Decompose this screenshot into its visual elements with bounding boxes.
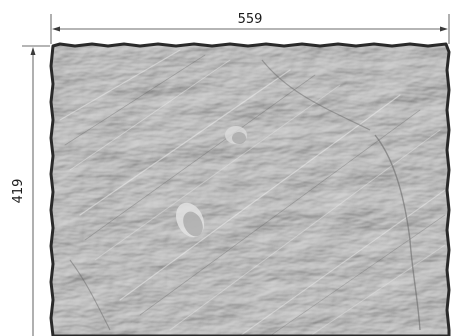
width-label: 559: [238, 12, 263, 27]
slate-features: [69, 59, 421, 331]
height-dimension: 419: [11, 45, 50, 336]
slate-grain-lines: [59, 49, 446, 336]
height-label: 419: [11, 179, 26, 204]
slate-tile: [51, 44, 449, 336]
width-dimension: 559: [50, 12, 450, 44]
